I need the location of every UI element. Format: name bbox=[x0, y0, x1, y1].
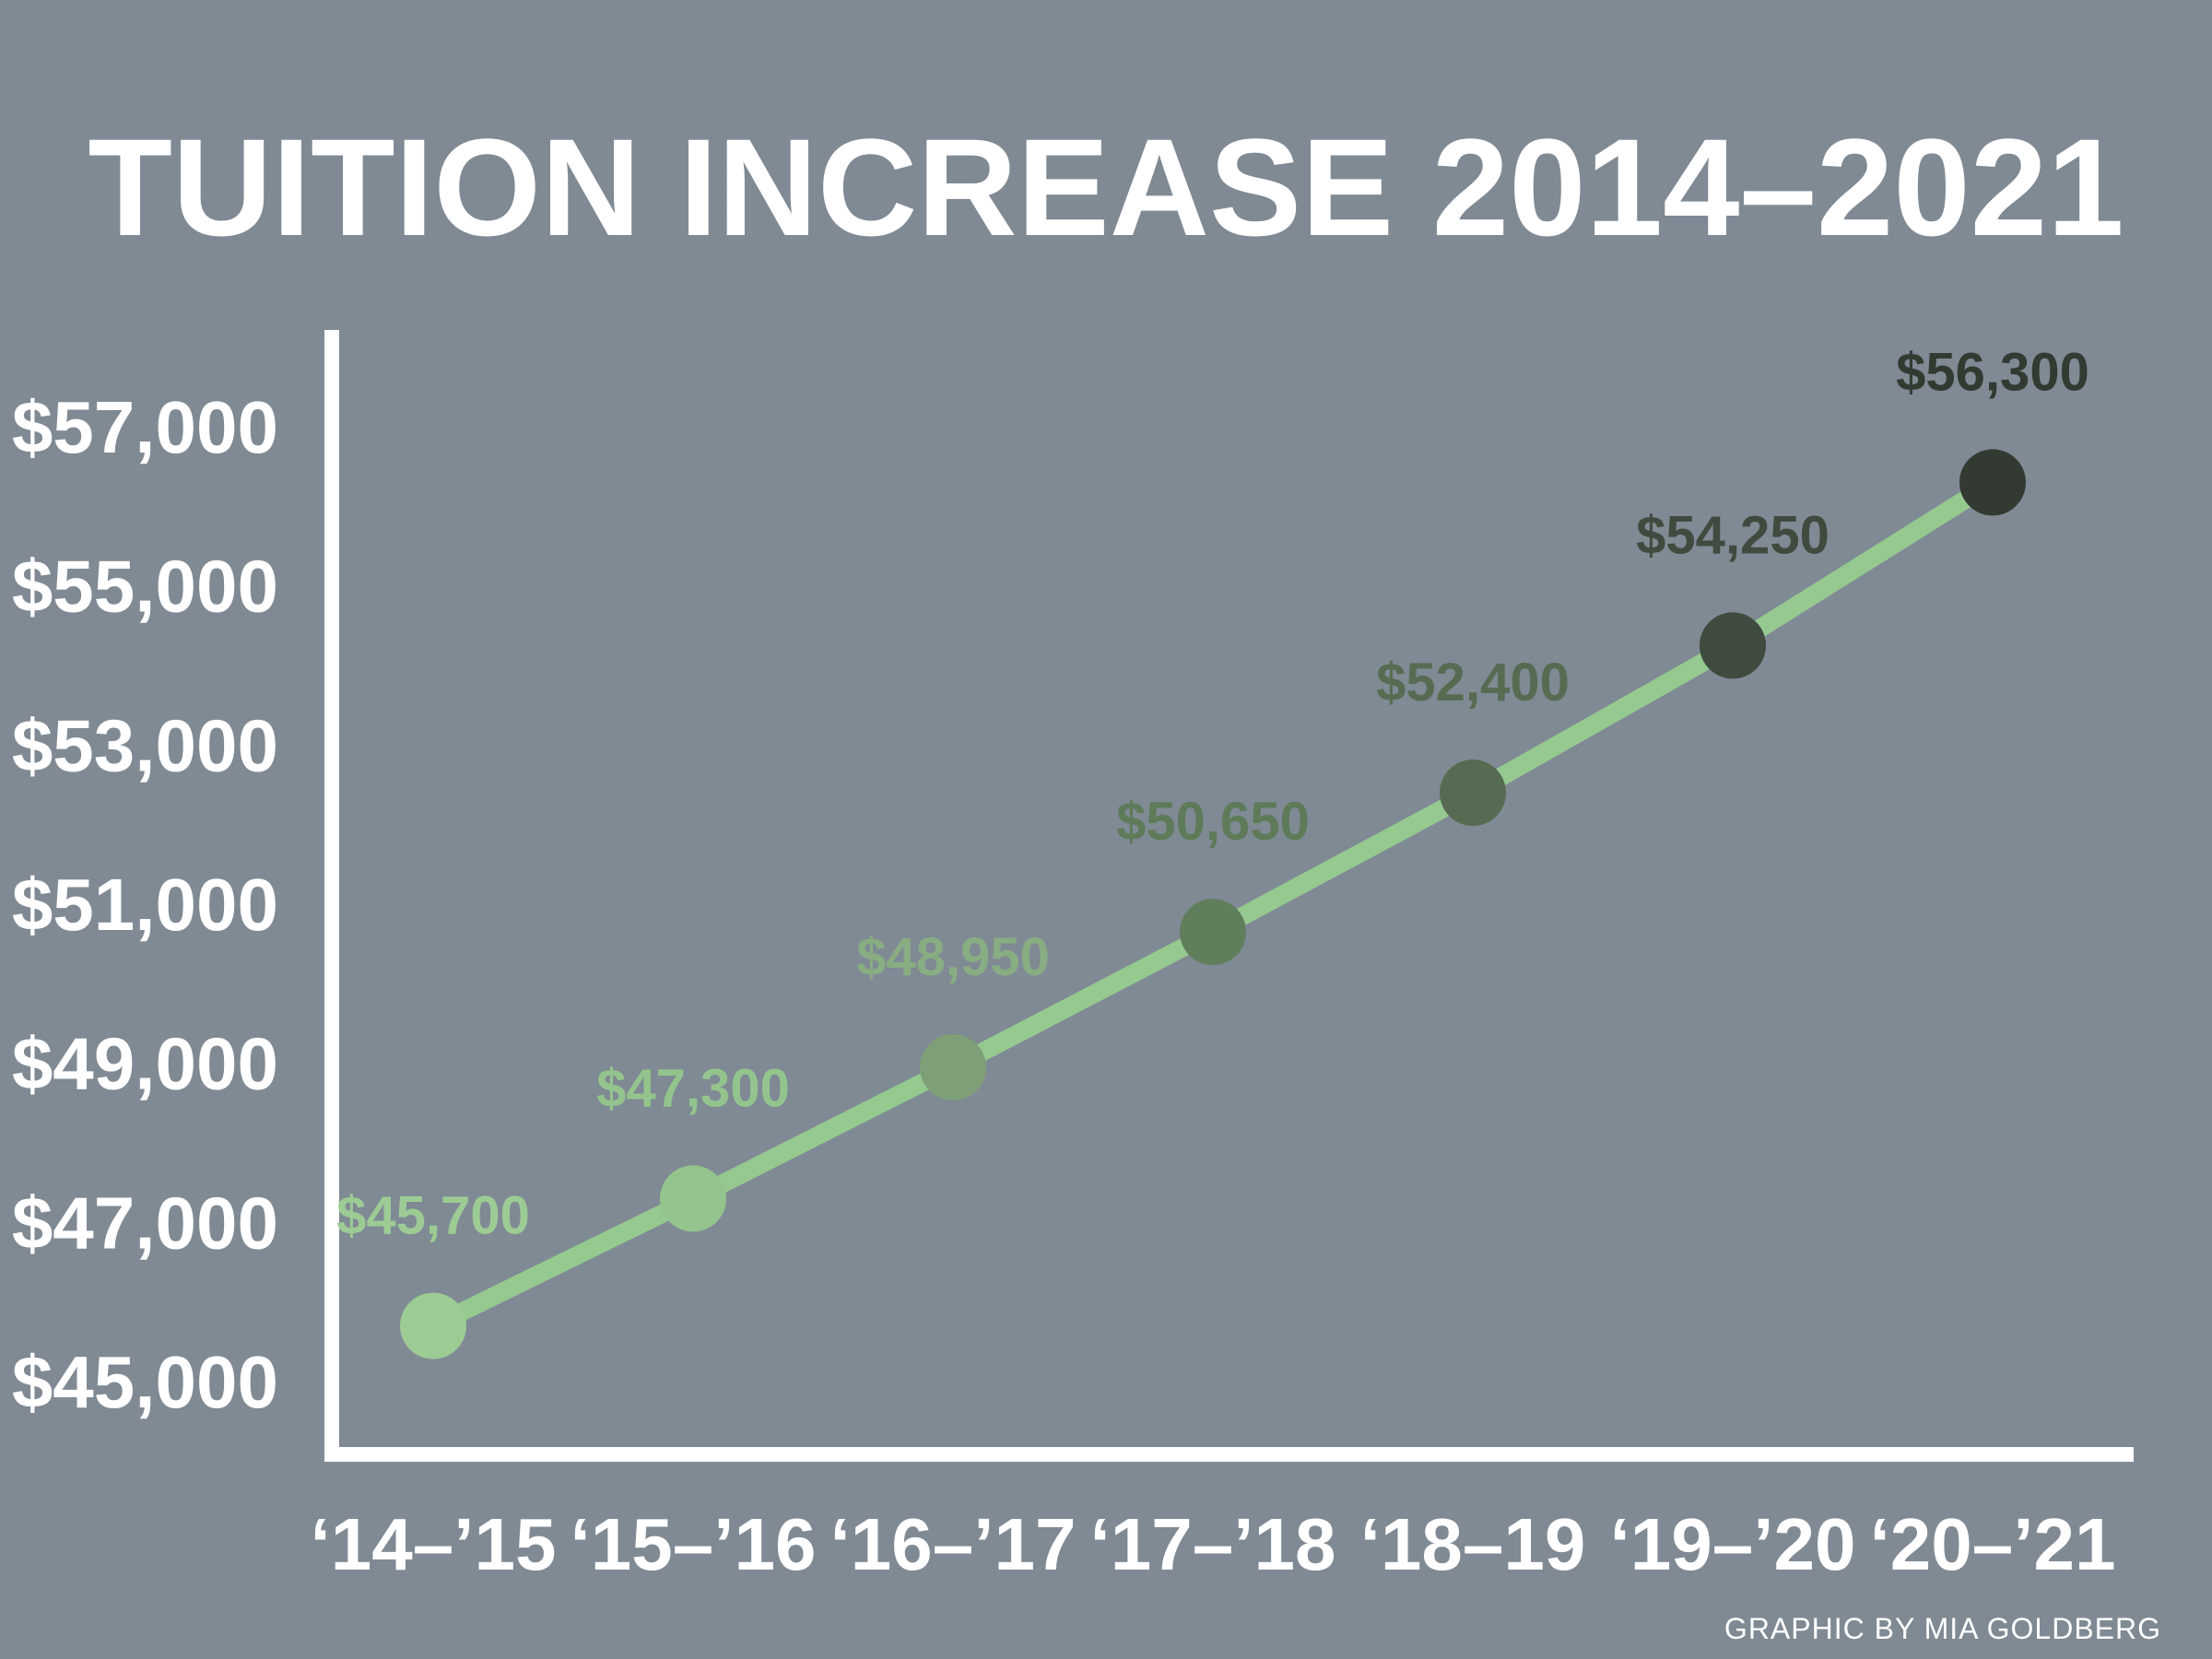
y-tick-label: $47,000 bbox=[12, 1182, 278, 1264]
data-label: $47,300 bbox=[596, 1058, 790, 1118]
y-tick-label: $49,000 bbox=[12, 1023, 278, 1105]
data-point bbox=[920, 1033, 986, 1100]
x-tick-label: ‘18–19 bbox=[1360, 1503, 1586, 1585]
data-points bbox=[400, 449, 2026, 1359]
y-tick-label: $55,000 bbox=[12, 546, 278, 628]
x-tick-label: ‘15–’16 bbox=[571, 1503, 817, 1585]
data-label: $45,700 bbox=[336, 1186, 530, 1246]
x-tick-label: ‘19–’20 bbox=[1610, 1503, 1856, 1585]
y-tick-label: $53,000 bbox=[12, 704, 278, 786]
data-point bbox=[1700, 612, 1766, 679]
y-tick-label: $45,000 bbox=[12, 1341, 278, 1423]
data-point bbox=[1440, 759, 1506, 827]
chart-axes bbox=[324, 330, 2134, 1462]
x-tick-label: ‘16–’17 bbox=[830, 1503, 1077, 1585]
data-point bbox=[1180, 899, 1246, 966]
data-label: $50,650 bbox=[1116, 792, 1310, 852]
x-axis-ticks: ‘14–’15 ‘15–’16 ‘16–’17 ‘17–’18 ‘18–19 ‘19–’2… bbox=[311, 1503, 2116, 1585]
data-label: $52,400 bbox=[1376, 653, 1570, 712]
data-point bbox=[400, 1292, 466, 1359]
data-label: $56,300 bbox=[1896, 342, 2089, 402]
data-label: $54,250 bbox=[1636, 505, 1830, 565]
data-point bbox=[660, 1165, 726, 1232]
data-label: $48,950 bbox=[856, 927, 1050, 987]
x-tick-label: ‘17–’18 bbox=[1090, 1503, 1336, 1585]
chart-title: TUITION INCREASE 2014–2021 bbox=[88, 110, 2124, 265]
data-point bbox=[1959, 449, 2026, 516]
x-tick-label: ‘20–’21 bbox=[1870, 1503, 2116, 1585]
y-axis-ticks: $45,000 $47,000 $49,000 $51,000 $53,000 $55,0… bbox=[12, 386, 278, 1423]
graphic-credit: GRAPHIC BY MIA GOLDBERG bbox=[1724, 1612, 2161, 1645]
y-tick-label: $57,000 bbox=[12, 386, 278, 468]
y-tick-label: $51,000 bbox=[12, 864, 278, 946]
data-labels: $45,700 $47,300 $48,950 $50,650 $52,400 $54,2… bbox=[336, 342, 2089, 1245]
x-tick-label: ‘14–’15 bbox=[311, 1503, 557, 1585]
